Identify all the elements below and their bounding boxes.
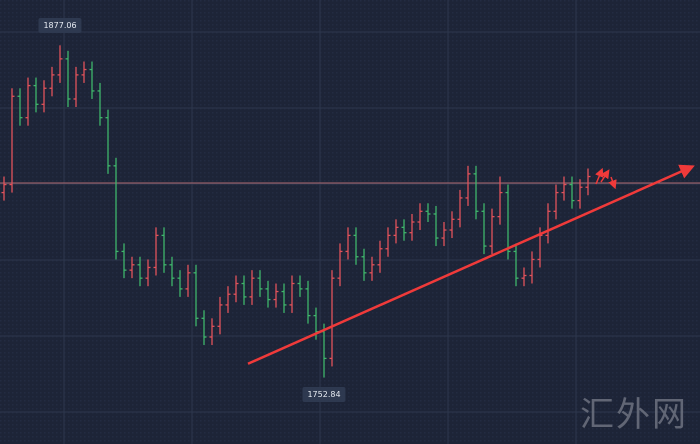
- ohlc-bar: [329, 270, 335, 367]
- ohlc-bar: [465, 165, 471, 206]
- ohlc-bar: [169, 256, 175, 287]
- ohlc-bar: [153, 227, 159, 276]
- ohlc-bar: [233, 275, 239, 303]
- ohlc-bar: [353, 227, 359, 265]
- ohlc-bar: [337, 243, 343, 287]
- ohlc-bar: [281, 283, 287, 313]
- ohlc-bar: [305, 280, 311, 324]
- ohlc-bar: [121, 243, 127, 279]
- ohlc-bar: [225, 286, 231, 313]
- ohlc-bar: [401, 219, 407, 241]
- ohlc-bar: [73, 66, 79, 107]
- ohlc-bar: [65, 50, 71, 107]
- trend-arrow: [247, 164, 695, 365]
- small-arrow-icon: [600, 169, 610, 183]
- ohlc-bar: [289, 275, 295, 313]
- high-price-label: 1877.06: [38, 18, 82, 34]
- ohlc-bar: [409, 213, 415, 241]
- ohlc-bar: [185, 264, 191, 297]
- ohlc-bar: [561, 176, 567, 201]
- ohlc-bar: [241, 275, 247, 305]
- ohlc-bar: [433, 205, 439, 247]
- ohlc-bar: [345, 227, 351, 260]
- ohlc-bar: [177, 270, 183, 297]
- ohlc-bar: [257, 270, 263, 297]
- ohlc-bar: [377, 240, 383, 273]
- ohlc-bar: [57, 45, 63, 83]
- ohlc-bar: [25, 77, 31, 126]
- ohlc-bar: [1, 176, 7, 201]
- ohlc-bar: [137, 256, 143, 287]
- ohlc-bar: [369, 256, 375, 281]
- ohlc-bar: [457, 189, 463, 228]
- ohlc-bar: [569, 176, 575, 209]
- ohlc-bar: [545, 203, 551, 244]
- ohlc-bar: [481, 203, 487, 255]
- ohlc-bar: [297, 275, 303, 297]
- ohlc-bar: [497, 176, 503, 225]
- ohlc-bar: [417, 203, 423, 231]
- ohlc-bar: [89, 61, 95, 99]
- ohlc-bar: [193, 264, 199, 327]
- ohlc-bar: [145, 259, 151, 287]
- ohlc-bar: [217, 296, 223, 335]
- ohlc-bar: [473, 165, 479, 220]
- ohlc-bar: [385, 227, 391, 257]
- ohlc-bar: [521, 267, 527, 287]
- ohlc-bar: [33, 77, 39, 113]
- ohlc-bar: [161, 227, 167, 273]
- small-arrow-icon: [608, 176, 617, 190]
- ohlc-bar: [553, 184, 559, 220]
- ohlc-bar: [41, 80, 47, 113]
- ohlc-bar: [201, 310, 207, 346]
- ohlc-bar: [105, 109, 111, 174]
- ohlc-bar: [585, 168, 591, 196]
- ohlc-bar: [449, 211, 455, 239]
- ohlc-bar: [513, 243, 519, 287]
- ohlc-bar: [113, 157, 119, 260]
- watermark-logo: 汇外网: [580, 395, 688, 435]
- ohlc-bar: [441, 222, 447, 247]
- ohlc-bar: [361, 248, 367, 281]
- ohlc-bar: [49, 66, 55, 97]
- small-arrow-icon: [595, 167, 604, 185]
- ohlc-bar: [529, 251, 535, 284]
- ohlc-bar: [17, 88, 23, 126]
- ohlc-bar: [489, 208, 495, 255]
- ohlc-bar: [129, 256, 135, 279]
- ohlc-bar: [393, 219, 399, 244]
- ohlc-bar: [265, 280, 271, 308]
- ohlc-bar: [81, 61, 87, 83]
- ohlc-bar: [97, 82, 103, 126]
- ohlc-bar: [577, 179, 583, 209]
- ohlc-bar: [249, 270, 255, 305]
- ohlc-bar: [209, 318, 215, 346]
- ohlc-bar: [425, 203, 431, 222]
- ohlc-bar: [9, 88, 15, 193]
- low-price-label: 1752.84: [302, 386, 346, 402]
- ohlc-bar: [505, 184, 511, 260]
- ohlc-bar: [273, 283, 279, 308]
